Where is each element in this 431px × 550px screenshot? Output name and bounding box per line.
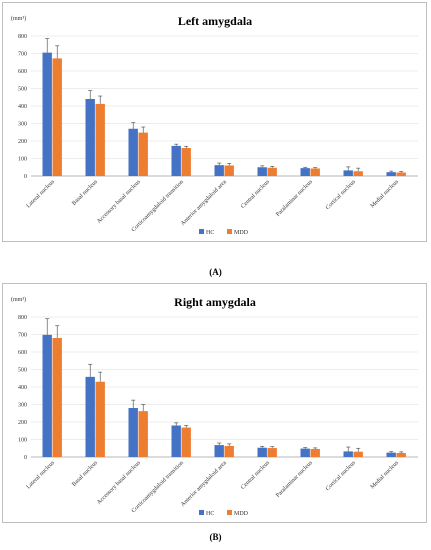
chart-left-amygdala: Left amygdala (mm³) 0 100 200 300 400 500 600 700… (11, 14, 418, 236)
category-label: Anterior amygdaloid area (180, 460, 228, 508)
category-label: Cortical nucleus (325, 179, 357, 211)
bar-hc (42, 52, 52, 176)
legend-swatch-hc (199, 510, 204, 515)
y-unit-label: (mm³) (11, 15, 26, 22)
bar-hc (343, 451, 353, 457)
legend-swatch-hc (199, 229, 204, 234)
bar-hc (85, 99, 95, 176)
category-label: Central nucleus (240, 179, 271, 210)
chart-panel-right-amygdala: Right amygdala (mm³) 0 100 200 300 400 500 600 70… (2, 283, 427, 523)
bar-mdd (396, 172, 406, 176)
category-label: Corticoamygdaloid transition (131, 460, 185, 514)
bar-mdd (396, 452, 406, 457)
bar-mdd (181, 148, 191, 176)
category-label: Basal nucleus (71, 179, 99, 207)
category-label: Medial nucleus (370, 179, 401, 210)
y-tick-label: 200 (18, 139, 27, 145)
bar-hc (386, 452, 396, 457)
y-tick-label: 0 (24, 174, 27, 180)
category-label: Basal nucleus (71, 460, 99, 488)
bar-hc (171, 145, 181, 176)
y-tick-label: 700 (18, 52, 27, 58)
y-tick-label: 800 (18, 315, 27, 321)
y-unit-label: (mm³) (11, 296, 26, 303)
bar-mdd (310, 168, 320, 176)
category-label: Lateral nucleus (26, 460, 57, 491)
y-tick-label: 400 (18, 385, 27, 391)
chart-panel-left-amygdala: Left amygdala (mm³) 0 100 200 300 400 500 600 700… (2, 2, 427, 242)
bar-hc (214, 165, 224, 176)
category-label: Cortical nucleus (325, 460, 357, 492)
bar-mdd (52, 338, 62, 457)
bar-mdd (95, 381, 105, 457)
y-tick-label: 0 (24, 455, 27, 461)
bar-mdd (353, 451, 363, 457)
legend-label-mdd: MDD (234, 230, 249, 236)
bar-mdd (310, 448, 320, 457)
bar-hc (85, 376, 95, 457)
category-label: Corticoamygdaloid transition (131, 179, 185, 233)
legend-swatch-mdd (227, 229, 232, 234)
category-label: Paralaminar nucleus (275, 179, 314, 218)
y-tick-label: 100 (18, 438, 27, 444)
category-label: Paralaminar nucleus (275, 460, 314, 499)
bar-hc (300, 168, 310, 176)
bar-hc (171, 425, 181, 457)
legend-label-hc: HC (206, 511, 214, 517)
category-label: Anterior amygdaloid area (180, 179, 228, 227)
bar-hc (214, 445, 224, 457)
y-tick-label: 200 (18, 420, 27, 426)
y-tick-label: 100 (18, 157, 27, 163)
y-tick-label: 600 (18, 69, 27, 75)
y-tick-label: 800 (18, 34, 27, 40)
y-tick-label: 500 (18, 87, 27, 93)
bar-mdd (267, 167, 277, 176)
bar-hc (257, 167, 267, 176)
y-tick-label: 400 (18, 104, 27, 110)
y-tick-label: 300 (18, 122, 27, 128)
panel-label-a: (A) (209, 267, 222, 277)
legend-label-mdd: MDD (234, 511, 249, 517)
y-tick-label: 700 (18, 333, 27, 339)
bar-mdd (267, 448, 277, 457)
legend-label-hc: HC (206, 230, 214, 236)
category-label: Medial nucleus (370, 460, 401, 491)
bar-mdd (138, 132, 148, 176)
bar-hc (128, 408, 138, 457)
category-label: Accessory basal nucleus (96, 460, 142, 506)
chart-title: Right amygdala (174, 295, 256, 309)
panel-label-b: (B) (209, 532, 222, 542)
bar-hc (128, 128, 138, 176)
legend-swatch-mdd (227, 510, 232, 515)
bar-hc (42, 334, 52, 457)
bar-hc (300, 448, 310, 457)
bar-mdd (181, 427, 191, 457)
bar-mdd (52, 58, 62, 176)
y-tick-label: 300 (18, 403, 27, 409)
bar-mdd (95, 103, 105, 176)
category-label: Lateral nucleus (26, 179, 57, 210)
category-label: Central nucleus (240, 460, 271, 491)
bar-mdd (224, 445, 234, 457)
bar-hc (343, 170, 353, 176)
bar-hc (386, 172, 396, 176)
bar-mdd (224, 165, 234, 176)
bar-mdd (138, 411, 148, 457)
bar-mdd (353, 171, 363, 176)
bar-hc (257, 447, 267, 457)
chart-right-amygdala: Right amygdala (mm³) 0 100 200 300 400 500 600 70… (11, 295, 418, 517)
chart-title: Left amygdala (178, 14, 252, 28)
y-tick-label: 500 (18, 368, 27, 374)
y-tick-label: 600 (18, 350, 27, 356)
category-label: Accessory basal nucleus (96, 179, 142, 225)
